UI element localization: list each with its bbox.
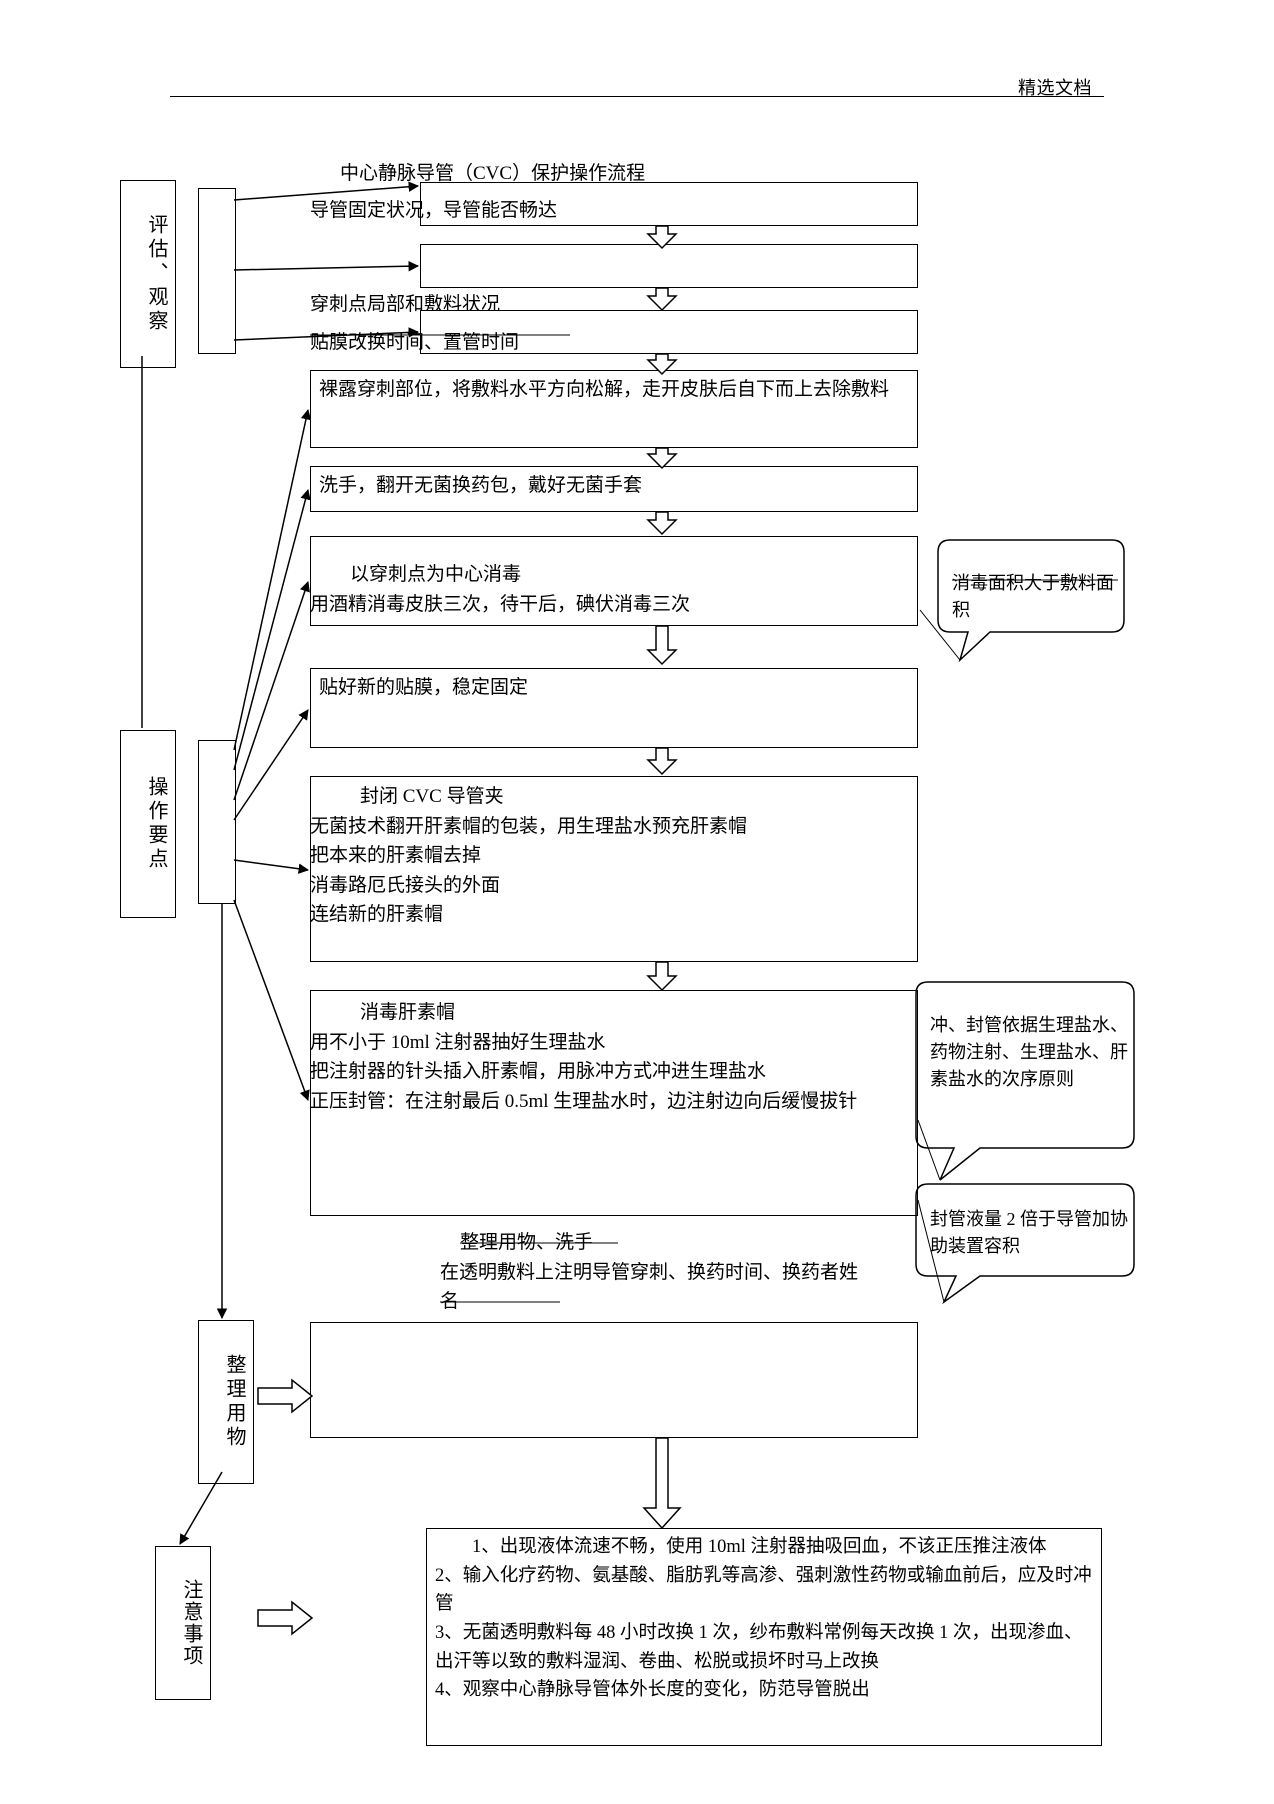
step-h-title: 封闭 CVC 导管夹 [360, 782, 504, 811]
section-label-assess: 评估、观察 [120, 180, 176, 368]
step-a-text: 导管固定状况，导管能否畅达 [310, 196, 557, 225]
notes-box: 1、出现液体流速不畅，使用 10ml 注射器抽吸回血，不该正压推注液体 2、输入… [426, 1528, 1102, 1746]
section-label-operate: 操作要点 [120, 730, 176, 918]
header-label: 精选文档 [1018, 74, 1092, 100]
step-j-title: 整理用物、洗手 [460, 1228, 593, 1257]
step-j-box [310, 1322, 918, 1438]
page-root: 精选文档 中心静脉导管（CVC）保护操作流程 评估、观察 操作要点 整理用物 注… [0, 0, 1274, 1804]
section-label-notes: 注意事项 [155, 1546, 211, 1700]
step-i-title: 消毒肝素帽 [360, 998, 455, 1027]
section-label-cleanup: 整理用物 [198, 1320, 254, 1484]
header-rule [170, 96, 1104, 97]
step-e-box: 洗手，翻开无菌换药包，戴好无菌手套 [310, 466, 918, 512]
operate-origin-box [198, 740, 236, 904]
step-f-body: 用酒精消毒皮肤三次，待干后，碘伏消毒三次 [310, 590, 690, 619]
step-f-title: 以穿刺点为中心消毒 [350, 560, 521, 589]
step-c-text: 贴膜改换时间、置管时间 [310, 328, 519, 357]
callout-2: 冲、封管依据生理盐水、药物注射、生理盐水、肝素盐水的次序原则 [930, 1012, 1130, 1093]
step-e-text: 洗手，翻开无菌换药包，戴好无菌手套 [319, 471, 909, 500]
step-h-body: 无菌技术翻开肝素帽的包装，用生理盐水预充肝素帽 把本来的肝素帽去掉 消毒路厄氏接… [310, 812, 918, 930]
step-g-box: 贴好新的贴膜，稳定固定 [310, 668, 918, 748]
step-d-box: 裸露穿刺部位，将敷料水平方向松解，走开皮肤后自下而上去除敷料 [310, 370, 918, 448]
notes-text: 1、出现液体流速不畅，使用 10ml 注射器抽吸回血，不该正压推注液体 2、输入… [435, 1533, 1093, 1705]
diagram-title: 中心静脉导管（CVC）保护操作流程 [340, 158, 645, 185]
step-d-text: 裸露穿刺部位，将敷料水平方向松解，走开皮肤后自下而上去除敷料 [319, 375, 909, 404]
callout-3: 封管液量 2 倍于导管加协助装置容积 [930, 1206, 1130, 1260]
origin-box [198, 188, 236, 354]
step-j-body: 在透明敷料上注明导管穿刺、换药时间、换药者姓名 [440, 1258, 860, 1317]
step-g-text: 贴好新的贴膜，稳定固定 [319, 673, 909, 702]
step-b-box [420, 244, 918, 288]
callout-1: 消毒面积大于敷料面积 [952, 570, 1122, 624]
step-i-body: 用不小于 10ml 注射器抽好生理盐水 把注射器的针头插入肝素帽，用脉冲方式冲进… [310, 1028, 930, 1116]
